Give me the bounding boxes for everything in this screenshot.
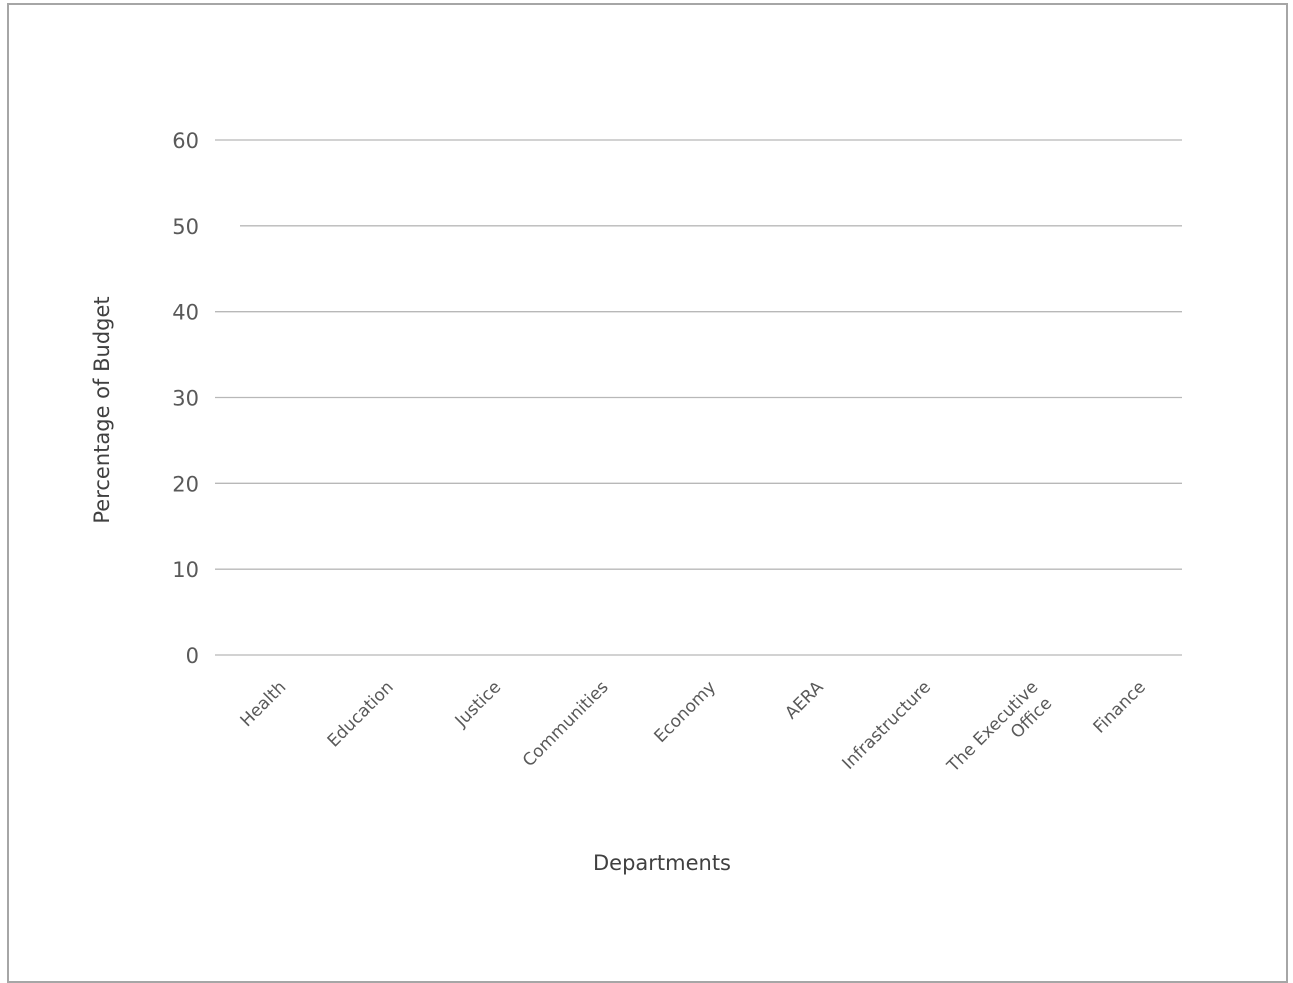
x-tick-label: The ExecutiveOffice — [943, 677, 1058, 792]
y-tick-label: 50 — [172, 215, 199, 239]
x-tick-labels: Health Education Justice Communities Economy… — [237, 677, 1150, 792]
y-tick-label: 10 — [172, 558, 199, 582]
y-tick-label: 20 — [172, 472, 199, 496]
x-tick-label: Economy — [651, 677, 721, 747]
x-tick-label: Justice — [451, 677, 505, 731]
chart-frame — [7, 3, 1288, 983]
x-tick-label: Infrastructure — [839, 677, 935, 773]
x-tick-label: Communities — [519, 677, 613, 771]
x-tick-label: AERA — [781, 677, 827, 723]
chart: 0 10 20 30 40 50 60 Health Education Justice Comm… — [90, 129, 1182, 875]
y-axis-title: Percentage of Budget — [90, 296, 114, 523]
gridlines — [215, 139, 1182, 656]
y-tick-label: 60 — [172, 129, 199, 153]
y-tick-labels: 0 10 20 30 40 50 60 — [172, 129, 199, 668]
x-axis-title: Departments — [593, 851, 731, 875]
y-tick-label: 40 — [172, 301, 199, 325]
x-tick-label: Health — [237, 677, 291, 731]
y-tick-label: 30 — [172, 387, 199, 411]
y-tick-label: 0 — [186, 644, 199, 668]
x-tick-label: Education — [324, 677, 398, 751]
x-tick-label: Finance — [1090, 677, 1150, 737]
